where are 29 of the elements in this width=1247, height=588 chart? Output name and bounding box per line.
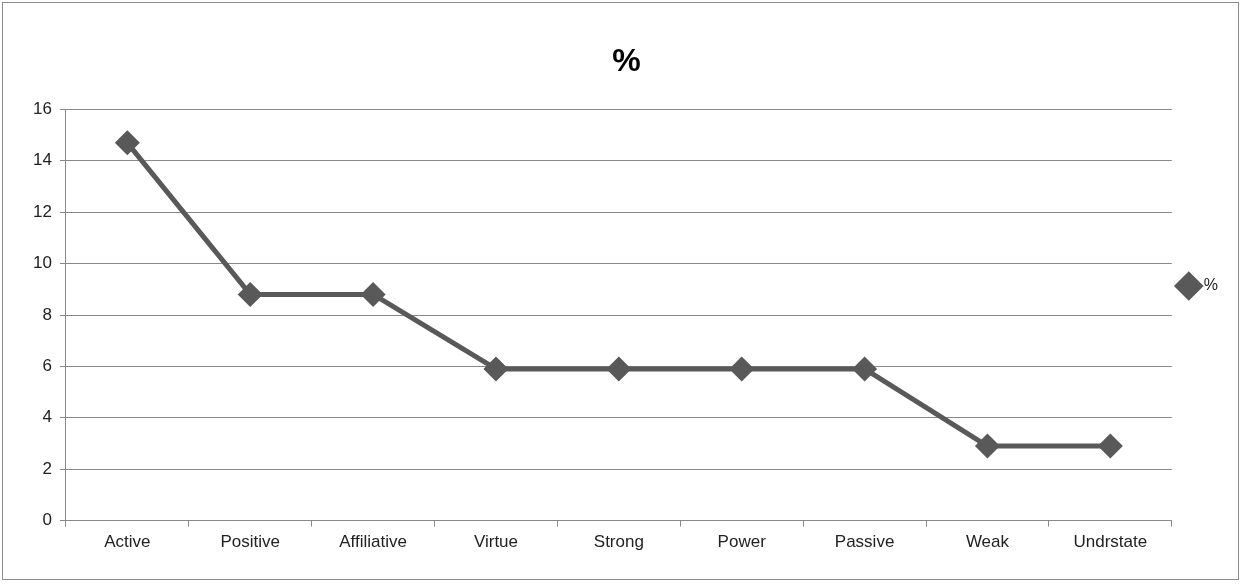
x-tick-label: Strong [593,532,644,552]
y-tick-label: 2 [42,458,52,478]
x-tick-label: Undrstate [1073,532,1148,552]
point [361,282,385,306]
y-tick-label: 14 [32,150,52,170]
x-tick-label: Power [717,532,767,552]
point [607,357,631,381]
chart-title: % [612,42,641,79]
y-tick-label: 0 [42,510,52,530]
point [115,131,139,155]
y-tick-label: 16 [32,99,52,119]
point [1098,434,1122,458]
point [484,357,508,381]
legend-label: % [1203,276,1219,294]
x-tick-label: Active [104,532,151,552]
x-tick-label: Weak [965,532,1010,552]
y-tick-label: 8 [42,304,52,324]
y-tick-label: 10 [32,253,52,273]
point [730,357,754,381]
y-tick-label: 12 [32,201,52,221]
x-tick-label: Passive [834,532,895,552]
x-tick-label: Virtue [473,532,519,552]
point [975,434,999,458]
y-tick-label: 4 [42,407,52,427]
x-tick-label: Affiliative [339,532,407,552]
x-tick-label: Positive [220,532,280,552]
point [853,357,877,381]
point [238,282,262,306]
y-tick-label: 6 [42,356,52,376]
